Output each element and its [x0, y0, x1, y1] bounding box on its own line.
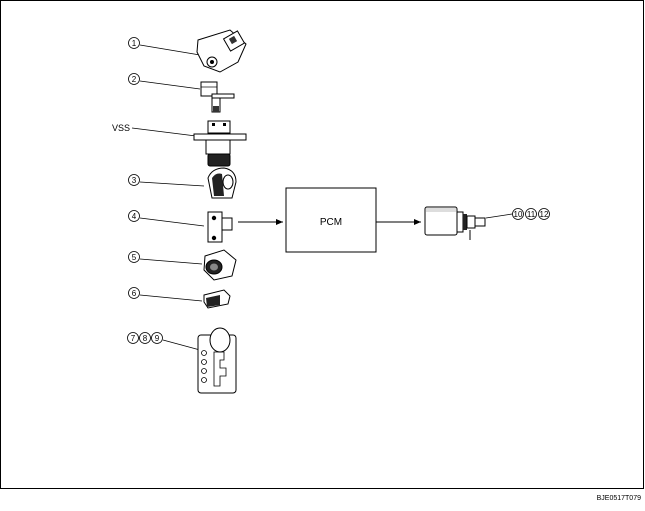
- input-2-component: 2: [128, 73, 235, 113]
- temperature-sensor-icon: [203, 249, 237, 281]
- callout-number-2: 2: [132, 75, 137, 84]
- leader-line-3: [139, 181, 205, 187]
- small-switch-icon: [203, 289, 231, 309]
- leader-line-4: [139, 217, 205, 227]
- callout-circle-7: [127, 332, 139, 344]
- vss-label: VSS: [112, 123, 130, 133]
- callout-number-9: 9: [155, 334, 160, 343]
- input-6-component: 6: [128, 287, 231, 309]
- callout-circle-11: [525, 208, 537, 220]
- shift-selector-icon: [197, 327, 237, 394]
- vehicle-speed-sensor-icon: [193, 120, 247, 167]
- output-callouts: 10 11 12: [512, 208, 550, 220]
- leader-line-vss: [131, 127, 197, 137]
- pcm-block: PCM: [285, 187, 377, 253]
- speed-sensor-icon: [200, 81, 235, 113]
- leader-line-1: [139, 44, 201, 56]
- callout-number-6: 6: [132, 289, 137, 298]
- callout-number-12: 12: [540, 210, 549, 219]
- leader-line-789: [162, 339, 201, 351]
- leader-line-6: [139, 294, 203, 302]
- callout-circle-12: [538, 208, 550, 220]
- callout-circle-4: [128, 210, 140, 222]
- vss-component: VSS: [112, 120, 247, 167]
- callout-circle-2: [128, 73, 140, 85]
- callout-circle-6: [128, 287, 140, 299]
- input-789-component: 7 8 9: [127, 327, 237, 394]
- callout-number-4: 4: [132, 212, 137, 221]
- callout-circle-1: [128, 37, 140, 49]
- switch-sensor-icon: [207, 167, 237, 199]
- diagram-frame: [0, 0, 644, 489]
- callout-circle-3: [128, 174, 140, 186]
- solenoid-valve-icon: [424, 206, 486, 240]
- callout-number-8: 8: [143, 334, 148, 343]
- pressure-switch-icon: [207, 211, 233, 243]
- callout-circle-8: [139, 332, 151, 344]
- callout-circle-9: [151, 332, 163, 344]
- input-5-component: 5: [128, 249, 237, 281]
- callout-number-7: 7: [131, 334, 136, 343]
- throttle-sensor-icon: [196, 29, 247, 73]
- callout-number-1: 1: [132, 39, 137, 48]
- callout-number-10: 10: [514, 210, 523, 219]
- leader-line-2: [139, 80, 201, 90]
- input-1-component: 1: [128, 29, 247, 73]
- leader-line-output: [485, 213, 513, 219]
- pcm-label: PCM: [320, 217, 342, 228]
- callout-circle-5: [128, 251, 140, 263]
- input-4-component: 4: [128, 210, 233, 243]
- callout-circle-10: [512, 208, 524, 220]
- image-code: BJE0517T079: [597, 495, 641, 502]
- callout-number-3: 3: [132, 176, 137, 185]
- callout-number-5: 5: [132, 253, 137, 262]
- callout-number-11: 11: [527, 210, 536, 219]
- input-3-component: 3: [128, 167, 237, 199]
- pcm-box: [285, 187, 377, 253]
- leader-line-5: [139, 258, 203, 265]
